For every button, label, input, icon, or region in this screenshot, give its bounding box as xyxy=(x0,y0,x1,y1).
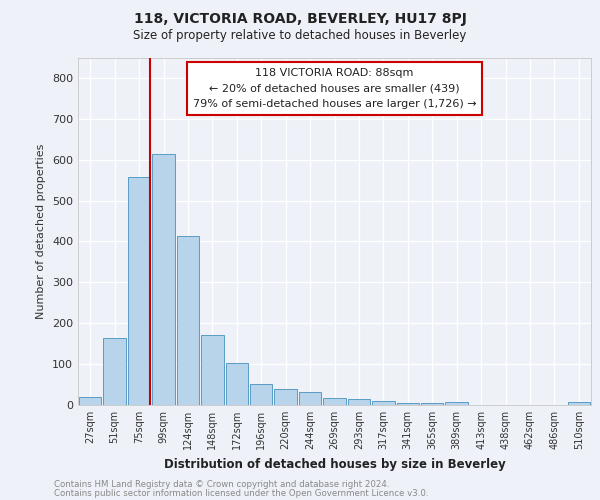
Bar xyxy=(103,338,126,405)
Bar xyxy=(347,399,370,405)
Bar xyxy=(568,402,590,405)
Bar xyxy=(299,392,322,405)
Text: Contains HM Land Registry data © Crown copyright and database right 2024.: Contains HM Land Registry data © Crown c… xyxy=(54,480,389,489)
Y-axis label: Number of detached properties: Number of detached properties xyxy=(37,144,46,319)
Text: 118, VICTORIA ROAD, BEVERLEY, HU17 8PJ: 118, VICTORIA ROAD, BEVERLEY, HU17 8PJ xyxy=(134,12,466,26)
Bar xyxy=(445,402,468,405)
Bar xyxy=(152,154,175,405)
Bar xyxy=(274,388,297,405)
Bar xyxy=(128,178,151,405)
Text: Size of property relative to detached houses in Beverley: Size of property relative to detached ho… xyxy=(133,29,467,42)
Text: Contains public sector information licensed under the Open Government Licence v3: Contains public sector information licen… xyxy=(54,488,428,498)
Bar xyxy=(372,401,395,405)
Text: 118 VICTORIA ROAD: 88sqm
← 20% of detached houses are smaller (439)
79% of semi-: 118 VICTORIA ROAD: 88sqm ← 20% of detach… xyxy=(193,68,476,109)
Bar xyxy=(226,363,248,405)
Bar xyxy=(79,397,101,405)
Bar xyxy=(201,334,224,405)
Bar xyxy=(397,402,419,405)
Bar xyxy=(323,398,346,405)
Bar xyxy=(250,384,272,405)
Bar xyxy=(176,236,199,405)
X-axis label: Distribution of detached houses by size in Beverley: Distribution of detached houses by size … xyxy=(164,458,505,470)
Bar xyxy=(421,403,443,405)
